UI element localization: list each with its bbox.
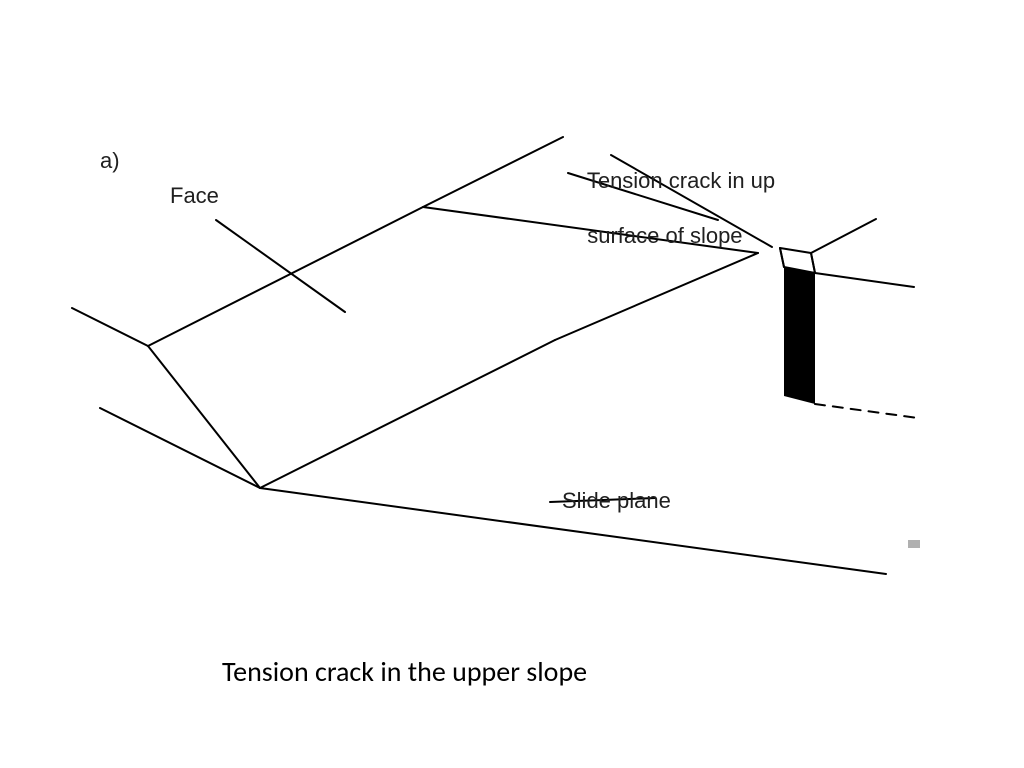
face-label: Face: [170, 183, 219, 209]
tension-crack-label-line2: surface of slope: [587, 223, 742, 248]
slope-diagram: [0, 0, 1024, 768]
tension-crack-label-line1: Tension crack in up: [587, 168, 775, 193]
caption-text: Tension crack in the upper slope: [222, 654, 587, 689]
slide-plane-label: Slide plane: [562, 488, 671, 514]
tension-crack-label: Tension crack in up surface of slope: [575, 139, 775, 249]
panel-marker-label: a): [100, 148, 120, 174]
